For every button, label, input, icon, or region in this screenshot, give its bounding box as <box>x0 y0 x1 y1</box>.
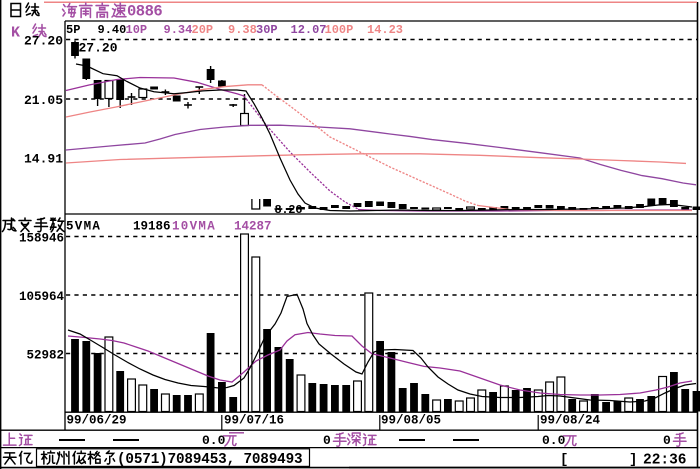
svg-text:158946: 158946 <box>19 232 64 246</box>
svg-text:20P: 20P <box>192 23 214 37</box>
svg-text:14.91: 14.91 <box>24 152 63 167</box>
svg-text:14.23: 14.23 <box>367 23 403 37</box>
svg-text:0886: 0886 <box>127 3 162 21</box>
svg-text:99/08/05: 99/08/05 <box>381 414 441 428</box>
svg-text:9.40: 9.40 <box>98 23 127 37</box>
svg-text:22:36: 22:36 <box>643 453 687 469</box>
svg-text:27.20: 27.20 <box>79 41 118 56</box>
svg-text:5VMA: 5VMA <box>66 220 101 234</box>
svg-text:99/06/29: 99/06/29 <box>67 414 127 428</box>
svg-text:21.05: 21.05 <box>24 93 63 108</box>
svg-text:5P: 5P <box>66 23 80 37</box>
svg-text:105964: 105964 <box>19 290 65 304</box>
svg-text:9.38: 9.38 <box>228 23 257 37</box>
svg-text:0.0: 0.0 <box>202 433 226 448</box>
svg-text:12.07: 12.07 <box>291 23 327 37</box>
svg-text:14287: 14287 <box>234 220 272 234</box>
svg-text:0: 0 <box>663 433 671 448</box>
svg-text:10P: 10P <box>126 23 148 37</box>
svg-text:30P: 30P <box>256 23 278 37</box>
svg-text:10VMA: 10VMA <box>172 220 216 234</box>
svg-text:(0571)7089453, 7089493: (0571)7089453, 7089493 <box>117 452 302 468</box>
svg-text:52982: 52982 <box>26 349 64 363</box>
svg-text:]: ] <box>629 452 637 468</box>
svg-text:19186: 19186 <box>133 220 171 234</box>
svg-text:99/08/24: 99/08/24 <box>540 414 601 428</box>
svg-text:27.20: 27.20 <box>24 34 63 49</box>
svg-text:0: 0 <box>323 433 331 448</box>
svg-text:9.34: 9.34 <box>164 23 193 37</box>
svg-text:100P: 100P <box>325 23 354 37</box>
svg-text:0.0: 0.0 <box>542 433 566 448</box>
svg-text:[: [ <box>560 452 568 468</box>
svg-text:K: K <box>11 25 20 42</box>
svg-text:99/07/16: 99/07/16 <box>224 414 284 428</box>
